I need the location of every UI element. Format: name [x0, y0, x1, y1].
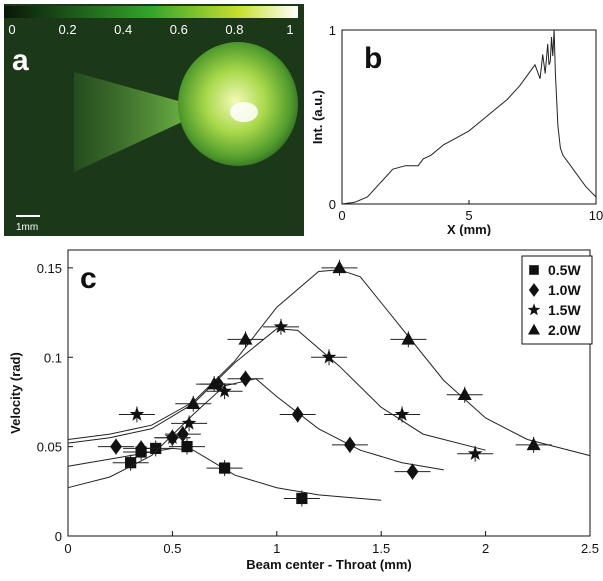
intensity-line	[341, 29, 597, 205]
y-tick-label: 1	[329, 23, 336, 38]
y-tick-label: 0.1	[44, 350, 62, 365]
legend-label-1-0w: 1.0W	[548, 282, 581, 298]
colorbar-tick-label: 1	[286, 22, 293, 37]
panel-letter-a: a	[12, 44, 29, 77]
panel-letter-b: b	[364, 42, 382, 75]
data-point-2-0w	[186, 396, 201, 409]
legend-label-1-5w: 1.5W	[548, 302, 581, 318]
fit-curve-0-5w	[67, 447, 382, 501]
data-point-2-0w	[207, 376, 222, 390]
colorbar-tick-labels: 0 0.2 0.4 0.6 0.8 1	[8, 22, 293, 37]
colorbar-tick-label: 0	[8, 22, 15, 37]
legend-marker-2-0w	[528, 323, 540, 335]
panel-b-chart: 0 5 10 0 1 X (mm) Int. (a.u.) b	[310, 23, 603, 236]
data-point-1-5w	[165, 430, 180, 444]
data-point-1-0w	[176, 426, 189, 443]
fit-curve-1-5w	[67, 328, 486, 451]
colorbar-tick-label: 0.8	[225, 22, 243, 37]
legend-label-2-0w: 2.0W	[548, 322, 581, 338]
x-tick-label: 1.5	[372, 541, 390, 556]
panel-a-image: 0 0.2 0.4 0.6 0.8 1 a 1mm	[4, 4, 304, 236]
fit-curve-1-0w	[67, 378, 444, 489]
fit-curve-2-0w	[67, 269, 591, 457]
beam-spot-core	[230, 102, 258, 122]
colorbar-tick-label: 0.2	[59, 22, 77, 37]
data-point-2-0w	[332, 260, 347, 274]
scale-bar-label: 1mm	[16, 222, 38, 233]
x-tick-label: 1	[273, 541, 280, 556]
panel-letter-c: c	[80, 262, 97, 295]
y-tick-label: 0	[55, 529, 62, 544]
colorbar-tick-label: 0.6	[170, 22, 188, 37]
data-point-2-0w	[238, 332, 253, 345]
data-point-1-0w	[110, 438, 122, 455]
data-point-1-5w	[394, 406, 410, 421]
panel-c-chart: 0 0.5 1 1.5 2 2.5 0 0.05 0.1 0.15 0.5W 1.0W 1.5W 2.0W…	[8, 249, 599, 572]
y-tick-label: 0.05	[37, 440, 62, 455]
plot-frame	[67, 249, 591, 537]
x-tick-label: 2.5	[581, 541, 599, 556]
data-point-1-0w	[135, 440, 148, 457]
data-point-2-0w	[526, 437, 541, 451]
data-point-2-0w	[457, 387, 472, 401]
data-point-1-5w	[181, 415, 197, 430]
legend-marker-0-5w	[529, 265, 539, 275]
data-point-1-5w	[273, 319, 289, 334]
y-tick-label: 0	[329, 197, 336, 212]
data-point-0-5w	[125, 457, 137, 469]
y-axis-label: Velocity (rad)	[8, 352, 23, 434]
x-tick-label: 10	[589, 208, 603, 223]
legend-marker-1-5w	[527, 303, 541, 316]
x-tick-label: 0.5	[163, 541, 181, 556]
colorbar	[4, 6, 298, 18]
data-point-1-5w	[129, 406, 145, 421]
x-tick-label: 0	[64, 541, 71, 556]
x-tick-label: 0	[338, 208, 345, 223]
data-point-0-5w	[219, 462, 231, 474]
y-tick-label: 0.15	[37, 261, 62, 276]
data-point-1-0w	[406, 463, 419, 480]
colorbar-tick-label: 0.4	[114, 22, 132, 37]
x-tick-label: 2	[482, 541, 489, 556]
legend-label-0-5w: 0.5W	[548, 262, 581, 278]
x-axis-label: X (mm)	[447, 222, 491, 236]
data-point-1-0w	[343, 436, 356, 453]
data-point-1-5w	[321, 349, 337, 364]
data-point-1-5w	[467, 446, 483, 460]
beam-fan	[74, 72, 182, 172]
data-point-1-5w	[217, 383, 232, 398]
y-axis-label: Int. (a.u.)	[310, 90, 325, 144]
data-point-0-5w	[181, 441, 193, 453]
data-point-2-0w	[401, 332, 416, 345]
data-point-1-0w	[239, 370, 252, 387]
data-point-0-5w	[296, 492, 308, 505]
x-axis-label: Beam center - Throat (mm)	[246, 557, 411, 572]
data-point-1-0w	[291, 406, 304, 423]
x-tick-label: 5	[465, 208, 472, 223]
